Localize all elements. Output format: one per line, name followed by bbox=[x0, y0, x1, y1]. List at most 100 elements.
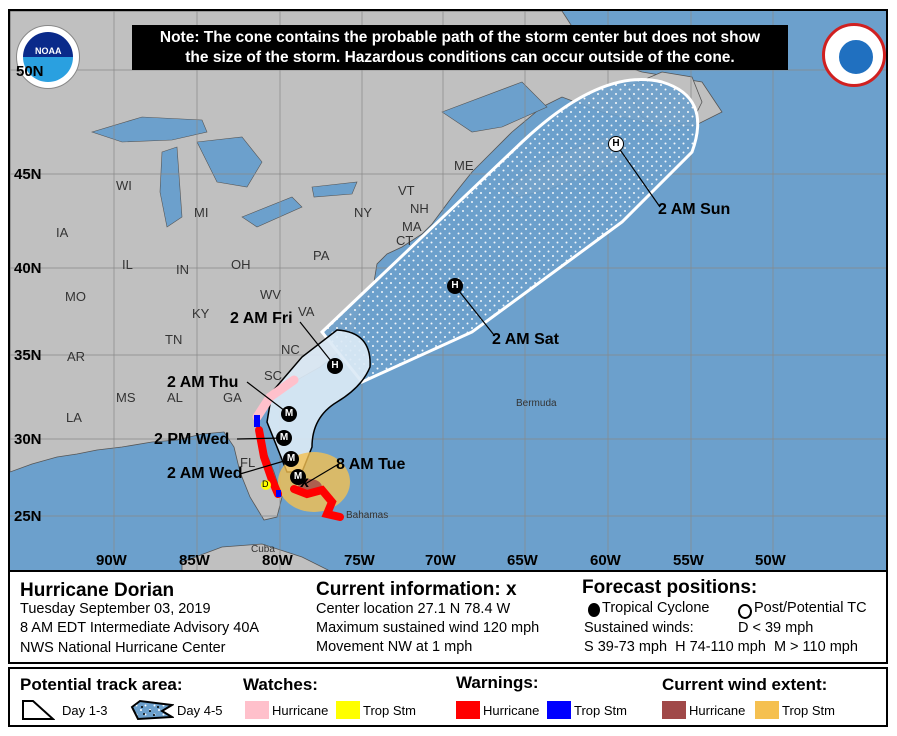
forecast-cone-map: Note: The cone contains the probable pat… bbox=[8, 9, 888, 572]
shm-wind-label: S 39-73 mph H 74-110 mph M > 110 mph bbox=[584, 639, 858, 655]
place-label: NH bbox=[410, 201, 429, 216]
lon-label: 70W bbox=[425, 552, 456, 569]
forecast-positions-title: Forecast positions: bbox=[582, 577, 758, 598]
lon-label: 50W bbox=[755, 552, 786, 569]
place-label: Bermuda bbox=[516, 398, 557, 409]
ts-watch-swatch bbox=[336, 701, 360, 719]
great-lakes bbox=[91, 81, 548, 228]
place-label: VA bbox=[298, 304, 315, 319]
place-label: Bahamas bbox=[346, 510, 389, 521]
forecast-marker: H bbox=[608, 136, 624, 152]
wind-extent-title: Current wind extent: bbox=[662, 675, 828, 694]
place-label: LA bbox=[66, 410, 82, 425]
d-wind-label: D < 39 mph bbox=[738, 620, 814, 636]
place-label: KY bbox=[192, 306, 210, 321]
place-label: IL bbox=[122, 257, 133, 272]
ts-warning-north bbox=[254, 415, 260, 427]
day-4-5-label: Day 4-5 bbox=[177, 703, 223, 718]
ts-watch-label: Trop Stm bbox=[363, 703, 416, 718]
place-label: MS bbox=[116, 390, 136, 405]
place-label: WV bbox=[260, 287, 281, 302]
lon-label: 65W bbox=[507, 552, 538, 569]
forecast-marker: M bbox=[276, 430, 292, 446]
storm-info-panel: Hurricane Dorian Tuesday September 03, 2… bbox=[8, 572, 888, 664]
place-label: VT bbox=[398, 183, 415, 198]
hurricane-warning-bahamas bbox=[290, 485, 344, 521]
watches-title: Watches: bbox=[243, 675, 318, 694]
track-label-2am-wed: 2 AM Wed bbox=[167, 465, 243, 482]
cone-disclaimer-note: Note: The cone contains the probable pat… bbox=[132, 25, 788, 70]
lon-label: 90W bbox=[96, 552, 127, 569]
place-label: GA bbox=[223, 390, 242, 405]
map-legend: Potential track area: Day 1-3 Day 4-5 Wa… bbox=[8, 667, 888, 727]
track-label-2am-fri: 2 AM Fri bbox=[230, 310, 293, 327]
day-1-3-label: Day 1-3 bbox=[62, 703, 108, 718]
advisory-date: Tuesday September 03, 2019 bbox=[20, 601, 211, 617]
lat-label: 40N bbox=[14, 260, 42, 277]
hurricane-wind-swatch bbox=[662, 701, 686, 719]
place-label: MI bbox=[194, 205, 209, 220]
ts-wind-swatch bbox=[755, 701, 779, 719]
place-label: PA bbox=[313, 248, 330, 263]
place-label: AL bbox=[167, 390, 183, 405]
current-info-title: Current information: x bbox=[316, 579, 517, 600]
place-label: FL bbox=[240, 455, 256, 470]
map-canvas bbox=[10, 11, 886, 570]
place-label: CT bbox=[396, 233, 414, 248]
place-label: OH bbox=[231, 257, 251, 272]
hurricane-warning-swatch bbox=[456, 701, 480, 719]
storm-name: Hurricane Dorian bbox=[20, 580, 175, 601]
track-label-8am-tue: 8 AM Tue bbox=[336, 456, 406, 473]
cone-day-4-5 bbox=[319, 78, 700, 384]
lat-label: 35N bbox=[14, 347, 42, 364]
forecast-marker: H bbox=[447, 278, 463, 294]
track-label-2pm-wed: 2 PM Wed bbox=[154, 431, 230, 448]
track-label-2am-thu: 2 AM Thu bbox=[167, 374, 239, 391]
movement: Movement NW at 1 mph bbox=[316, 639, 473, 655]
track-label-2am-sat: 2 AM Sat bbox=[492, 331, 559, 348]
day-1-3-cone-icon bbox=[22, 700, 55, 720]
hurricane-watch-label: Hurricane bbox=[272, 703, 329, 718]
ts-warning-south bbox=[276, 490, 281, 497]
place-label: AR bbox=[67, 349, 86, 364]
hurricane-watch-area bbox=[252, 375, 299, 422]
post-potential-tc-label: Post/Potential TC bbox=[754, 600, 867, 616]
ts-watch-area bbox=[261, 480, 271, 490]
place-label: TN bbox=[165, 332, 183, 347]
tropical-cyclone-label: Tropical Cyclone bbox=[602, 600, 710, 616]
track-area-title: Potential track area: bbox=[20, 675, 183, 694]
place-label: NC bbox=[281, 342, 300, 357]
note-line-1: Note: The cone contains the probable pat… bbox=[159, 29, 761, 46]
place-label: Cuba bbox=[251, 544, 275, 555]
place-label: MA bbox=[402, 219, 422, 234]
ts-watch-marker: D bbox=[262, 479, 269, 489]
issuing-center: NWS National Hurricane Center bbox=[20, 640, 226, 656]
day-4-5-cone-icon bbox=[130, 699, 174, 721]
lon-label: 75W bbox=[344, 552, 375, 569]
hurricane-warning-label: Hurricane bbox=[483, 703, 540, 718]
cuba-land bbox=[181, 543, 329, 570]
lat-label: 50N bbox=[16, 63, 44, 80]
post-potential-tc-icon bbox=[738, 604, 752, 619]
lat-label: 45N bbox=[14, 166, 42, 183]
sustained-winds-label: Sustained winds: bbox=[584, 620, 694, 636]
place-label: ME bbox=[454, 158, 474, 173]
place-label: IN bbox=[176, 262, 189, 277]
forecast-marker: H bbox=[327, 358, 343, 374]
ts-wind-label: Trop Stm bbox=[782, 703, 835, 718]
place-label: SC bbox=[264, 368, 283, 383]
warnings-title: Warnings: bbox=[456, 673, 539, 692]
cone-day-1-3 bbox=[266, 329, 371, 473]
forecast-marker: M bbox=[281, 406, 297, 422]
center-location: Center location 27.1 N 78.4 W bbox=[316, 601, 511, 617]
lon-label: 80W bbox=[262, 552, 293, 569]
noaa-logo: NOAA bbox=[16, 25, 80, 89]
lon-label: 55W bbox=[673, 552, 704, 569]
ts-warning-swatch bbox=[547, 701, 571, 719]
lon-label: 60W bbox=[590, 552, 621, 569]
nws-logo bbox=[822, 23, 886, 87]
advisory-number: 8 AM EDT Intermediate Advisory 40A bbox=[20, 620, 260, 636]
place-label: IA bbox=[56, 225, 69, 240]
tropical-cyclone-icon bbox=[588, 603, 600, 617]
lon-label: 85W bbox=[179, 552, 210, 569]
